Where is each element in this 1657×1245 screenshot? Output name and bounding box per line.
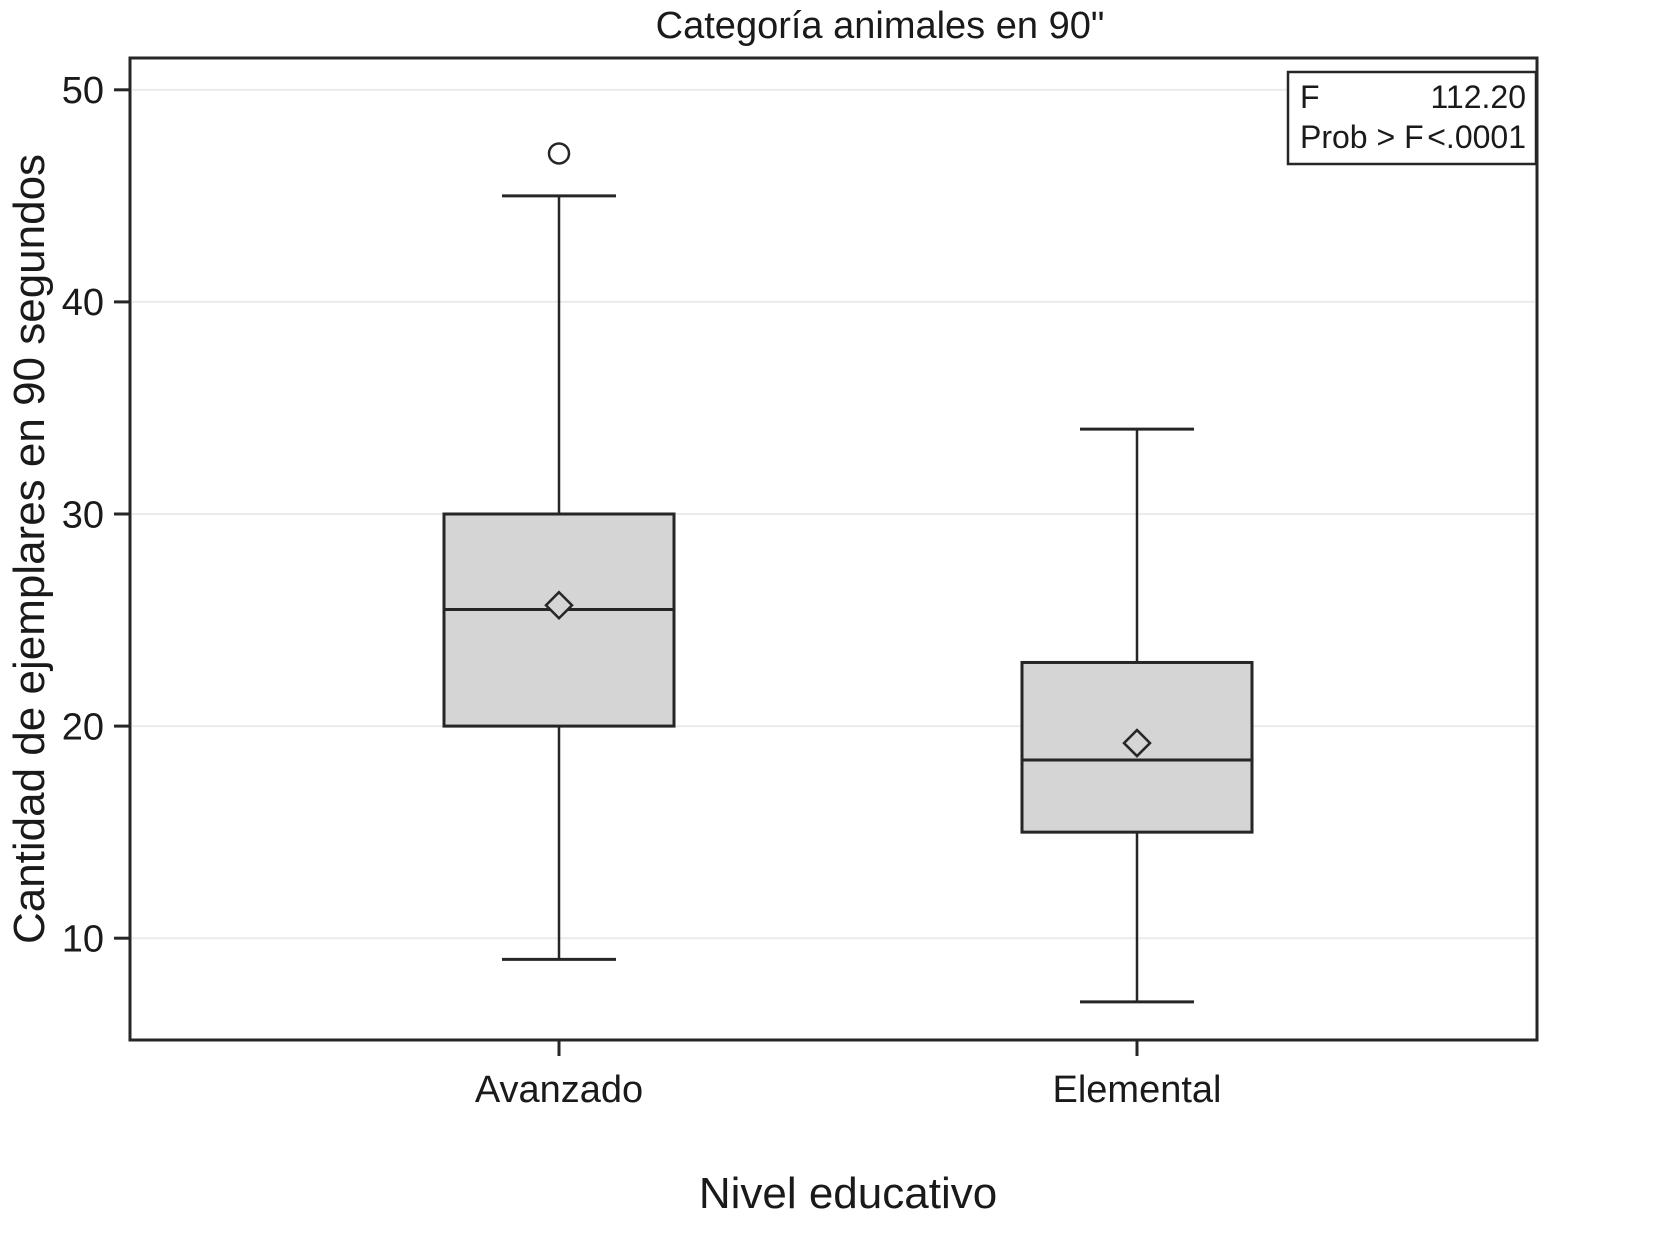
stats-row-1-label: Prob > F	[1300, 119, 1424, 155]
stats-row-0-label: F	[1300, 79, 1320, 115]
y-tick-label-10: 10	[62, 918, 104, 960]
mean-diamond-avanzado	[544, 590, 574, 620]
y-axis-label: Cantidad de ejemplares en 90 segundos	[5, 154, 54, 944]
boxplot-avanzado	[442, 142, 676, 961]
mean-diamond-elemental	[1122, 728, 1152, 758]
stats-row-0-value: 112.20	[1431, 79, 1527, 115]
chart-title: Categoría animales en 90"	[656, 5, 1105, 47]
y-tick-label-30: 30	[62, 494, 104, 536]
y-tick-label-40: 40	[62, 282, 104, 324]
category-label-avanzado: Avanzado	[475, 1069, 643, 1111]
outlier-marker-avanzado-0	[547, 142, 571, 165]
stats-box	[1286, 70, 1538, 166]
plot-area: 10 20 30 40 50 Avanzado Elemental	[62, 56, 1539, 1111]
y-tick-label-50: 50	[62, 70, 104, 112]
iqr-box-avanzado	[442, 512, 676, 728]
category-label-elemental: Elemental	[1053, 1069, 1222, 1111]
plot-frame	[128, 56, 1539, 1042]
boxplot-elemental	[1020, 427, 1254, 1004]
stats-row-1-value: <.0001	[1427, 119, 1526, 155]
x-axis-label: Nivel educativo	[699, 1169, 997, 1218]
y-tick-label-20: 20	[62, 706, 104, 748]
